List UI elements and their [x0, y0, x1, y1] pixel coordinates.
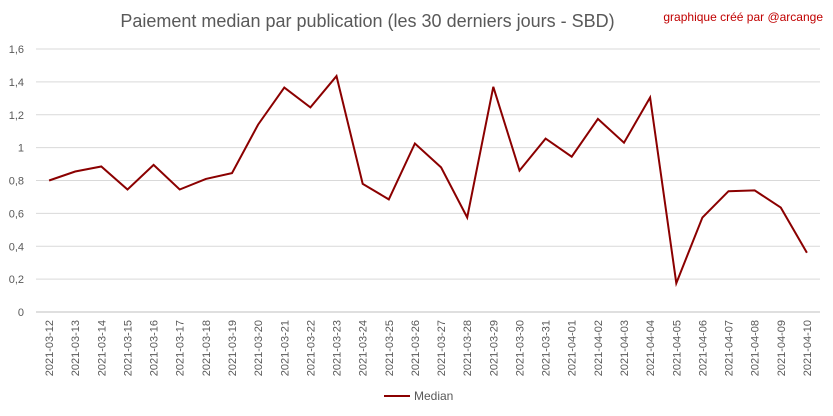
- x-tick-label: 2021-04-10: [802, 320, 814, 376]
- x-tick-label: 2021-04-08: [750, 320, 762, 376]
- x-tick-label: 2021-03-14: [96, 320, 108, 376]
- series-line-median: [48, 73, 808, 288]
- x-tick-label: 2021-03-29: [488, 320, 500, 376]
- y-tick-label: 1,6: [9, 44, 24, 56]
- credit-label: graphique créé par @arcange: [663, 10, 823, 24]
- x-tick-label: 2021-03-22: [305, 320, 317, 376]
- x-tick-label: 2021-03-21: [279, 320, 291, 376]
- y-tick-label: 1: [18, 143, 24, 155]
- legend: Median: [384, 389, 453, 403]
- x-tick-label: 2021-03-30: [514, 320, 526, 376]
- x-tick-label: 2021-04-03: [619, 320, 631, 376]
- chart-title: Paiement median par publication (les 30 …: [120, 11, 615, 31]
- x-tick-label: 2021-03-19: [227, 320, 239, 376]
- x-tick-label: 2021-04-06: [697, 320, 709, 376]
- x-tick-label: 2021-03-15: [122, 320, 134, 376]
- y-tick-label: 1,2: [9, 110, 24, 122]
- x-tick-label: 2021-03-17: [175, 320, 187, 376]
- x-tick-label: 2021-03-31: [541, 320, 553, 376]
- x-tick-label: 2021-03-24: [358, 320, 370, 376]
- x-tick-label: 2021-03-27: [436, 320, 448, 376]
- x-tick-label: 2021-03-25: [384, 320, 396, 376]
- legend-label-median: Median: [414, 389, 453, 403]
- y-tick-label: 0,4: [9, 241, 24, 253]
- x-tick-label: 2021-04-09: [776, 320, 788, 376]
- x-tick-label: 2021-03-13: [70, 320, 82, 376]
- y-tick-label: 1,4: [9, 77, 24, 89]
- x-tick-label: 2021-03-18: [201, 320, 213, 376]
- x-tick-label: 2021-04-01: [567, 320, 579, 376]
- x-tick-label: 2021-03-23: [332, 320, 344, 376]
- x-tick-label: 2021-03-16: [149, 320, 161, 376]
- y-tick-label: 0,2: [9, 274, 24, 286]
- x-tick-label: 2021-03-20: [253, 320, 265, 376]
- y-tick-label: 0,8: [9, 176, 24, 188]
- x-tick-label: 2021-03-12: [44, 320, 56, 376]
- x-tick-label: 2021-04-04: [645, 320, 657, 376]
- y-tick-label: 0,6: [9, 208, 24, 220]
- x-tick-label: 2021-04-05: [671, 320, 683, 376]
- y-tick-label: 0: [18, 307, 24, 319]
- x-tick-label: 2021-03-28: [462, 320, 474, 376]
- x-tick-label: 2021-04-07: [724, 320, 736, 376]
- x-tick-label: 2021-03-26: [410, 320, 422, 376]
- x-tick-label: 2021-04-02: [593, 320, 605, 376]
